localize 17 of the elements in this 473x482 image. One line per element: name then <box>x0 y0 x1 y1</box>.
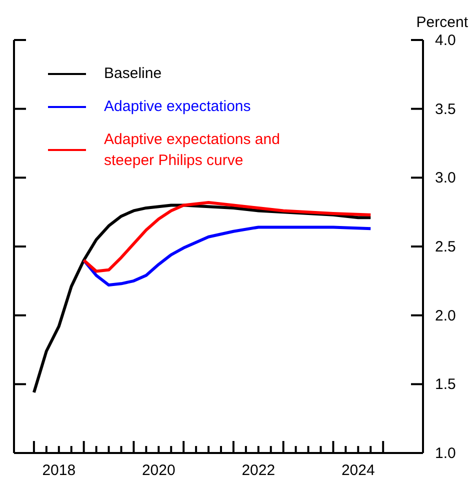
legend-label: Baseline <box>104 64 162 84</box>
y-tick-label: 1.5 <box>435 376 456 394</box>
y-tick-label: 3.0 <box>435 170 456 187</box>
x-tick-label: 2024 <box>341 462 375 479</box>
y-tick-label: 2.5 <box>435 238 456 256</box>
legend-label: Adaptive expectations and steeper Philips curve <box>104 130 281 171</box>
y-tick-label: 1.0 <box>435 445 456 462</box>
y-axis-title: Percent <box>416 14 468 31</box>
y-tick-label: 2.0 <box>435 307 456 324</box>
line-series <box>82 200 372 273</box>
x-tick-label: 2020 <box>142 462 176 479</box>
x-tick-label: 2018 <box>42 462 76 479</box>
y-tick-label: 4.0 <box>435 32 456 49</box>
legend-label: Adaptive expectations <box>104 97 251 117</box>
x-tick-label: 2022 <box>242 462 276 479</box>
y-tick-label: 3.5 <box>435 100 456 118</box>
line-series <box>82 226 372 287</box>
